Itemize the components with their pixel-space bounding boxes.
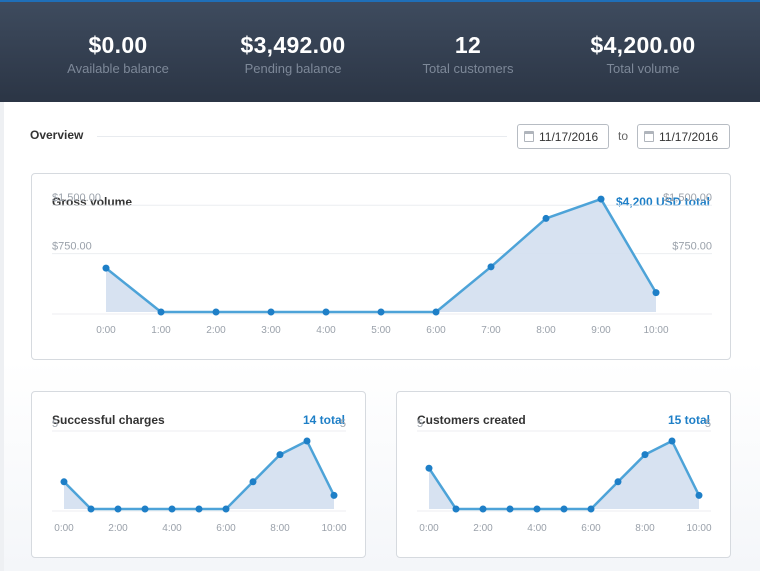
stat-value: $3,492.00 bbox=[240, 32, 346, 58]
stats-header: $0.00 Available balance $3,492.00 Pendin… bbox=[0, 0, 760, 102]
stat-total-customers: 12 Total customers bbox=[373, 32, 563, 76]
stat-value: $0.00 bbox=[88, 32, 148, 58]
card-title: Successful charges bbox=[52, 413, 165, 427]
stat-total-volume: $4,200.00 Total volume bbox=[548, 32, 738, 76]
stat-label: Available balance bbox=[67, 61, 169, 76]
stat-label: Total customers bbox=[422, 61, 514, 76]
stat-value: 12 bbox=[454, 32, 482, 58]
calendar-icon bbox=[644, 131, 654, 142]
left-rail bbox=[0, 102, 4, 571]
card-total: 14 total bbox=[302, 413, 345, 427]
divider bbox=[97, 136, 507, 137]
card-title: Customers created bbox=[417, 413, 526, 427]
stat-available-balance: $0.00 Available balance bbox=[23, 32, 213, 76]
date-range-to-label: to bbox=[618, 129, 629, 143]
stat-label: Total volume bbox=[606, 61, 680, 76]
date-to-value: 11/17/2016 bbox=[659, 130, 719, 144]
date-from-input[interactable]: 11/17/2016 bbox=[517, 124, 609, 149]
card-total: 15 total bbox=[667, 413, 710, 427]
date-to-input[interactable]: 11/17/2016 bbox=[637, 124, 730, 149]
calendar-icon bbox=[524, 131, 534, 142]
stat-value: $4,200.00 bbox=[590, 32, 696, 58]
date-from-value: 11/17/2016 bbox=[539, 130, 599, 144]
stat-label: Pending balance bbox=[244, 61, 342, 76]
overview-title: Overview bbox=[30, 128, 84, 142]
stat-pending-balance: $3,492.00 Pending balance bbox=[198, 32, 388, 76]
